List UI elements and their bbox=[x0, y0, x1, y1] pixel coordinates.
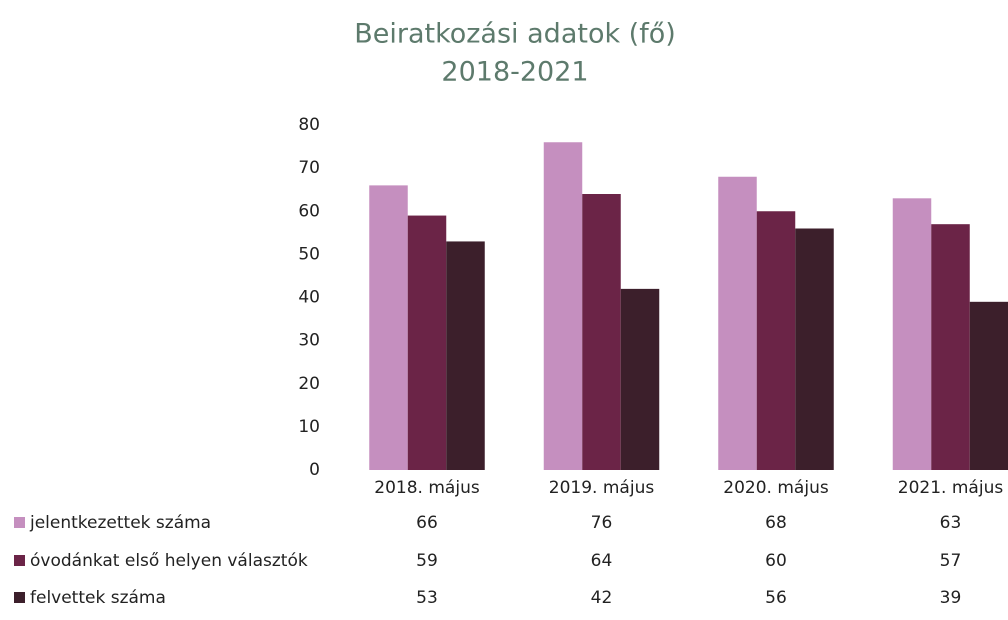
legend-label: felvettek száma bbox=[30, 588, 166, 608]
x-tick-label: 2020. május bbox=[723, 478, 829, 498]
legend-swatch bbox=[14, 517, 25, 528]
bar bbox=[582, 194, 621, 470]
bar bbox=[969, 301, 1008, 470]
x-tick-label: 2018. május bbox=[374, 478, 480, 498]
bar bbox=[795, 228, 834, 470]
bar bbox=[543, 142, 583, 470]
chart-title: Beiratkozási adatok (fő) bbox=[354, 19, 676, 50]
table-value: 64 bbox=[591, 551, 613, 571]
table-value: 57 bbox=[940, 551, 962, 571]
bar bbox=[446, 241, 485, 470]
bar bbox=[718, 176, 757, 470]
legend-label: jelentkezettek száma bbox=[29, 513, 211, 533]
bar bbox=[931, 224, 970, 470]
table-value: 59 bbox=[416, 551, 438, 571]
y-tick-label: 20 bbox=[298, 374, 320, 394]
table-value: 53 bbox=[416, 588, 438, 608]
x-tick-label: 2019. május bbox=[549, 478, 655, 498]
table-value: 63 bbox=[940, 513, 962, 533]
y-tick-label: 50 bbox=[298, 244, 320, 264]
table-value: 39 bbox=[940, 588, 962, 608]
bar bbox=[620, 288, 660, 470]
table-value: 76 bbox=[591, 513, 613, 533]
x-tick-label: 2021. május bbox=[898, 478, 1004, 498]
y-tick-label: 0 bbox=[309, 460, 320, 480]
y-tick-label: 70 bbox=[298, 158, 320, 178]
legend-swatch bbox=[14, 555, 25, 566]
bar bbox=[756, 211, 796, 470]
y-tick-label: 60 bbox=[298, 201, 320, 221]
table-value: 60 bbox=[765, 551, 787, 571]
bar bbox=[892, 198, 932, 470]
table-value: 68 bbox=[765, 513, 787, 533]
y-tick-label: 40 bbox=[298, 288, 320, 308]
legend-swatch bbox=[14, 592, 25, 603]
table-value: 56 bbox=[765, 588, 787, 608]
table-value: 66 bbox=[416, 513, 438, 533]
table-value: 42 bbox=[591, 588, 613, 608]
y-tick-label: 10 bbox=[298, 417, 320, 437]
y-tick-label: 30 bbox=[298, 331, 320, 351]
bar bbox=[407, 215, 447, 470]
y-tick-label: 80 bbox=[298, 115, 320, 135]
chart-title: 2018-2021 bbox=[441, 57, 588, 88]
legend-label: óvodánkat első helyen választók bbox=[30, 551, 308, 571]
bar bbox=[369, 185, 408, 470]
